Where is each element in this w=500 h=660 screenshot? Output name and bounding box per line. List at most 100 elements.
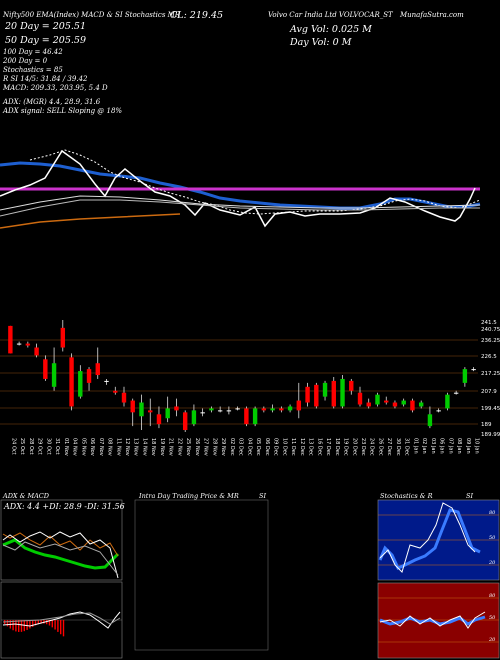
- date-tick-label: 09 Jan: [465, 438, 471, 454]
- macd-bar: [18, 620, 20, 632]
- stoch-level-50: 50: [489, 535, 496, 541]
- candle-body: [287, 406, 293, 411]
- date-tick-label: 26 Dec: [377, 438, 383, 456]
- date-tick-label: 11 Nov: [115, 438, 121, 456]
- price-tick-label: 226.5: [481, 354, 497, 360]
- date-tick-label: 06 Nov: [89, 438, 95, 456]
- white-price-line: [0, 149, 476, 228]
- rsi-level-80: 80: [489, 593, 496, 599]
- candle-body: [104, 380, 109, 382]
- candle-body: [182, 412, 188, 431]
- stoch-white-line: [379, 502, 476, 573]
- price-tick-label: 240.75: [481, 327, 500, 333]
- candle-body: [453, 392, 459, 394]
- date-tick-label: 05 Dec: [255, 438, 261, 456]
- price-tick-label: 199.45: [481, 406, 500, 412]
- stochastics-panel: [377, 499, 500, 659]
- candle-body: [113, 390, 118, 393]
- date-tick-label: 22 Nov: [176, 438, 182, 456]
- candle-body: [139, 402, 144, 417]
- candle-body: [121, 392, 127, 403]
- candle-body: [174, 406, 179, 411]
- candle-body: [340, 378, 345, 407]
- date-tick-label: 08 Jan: [456, 438, 462, 454]
- macd-histogram: [4, 620, 65, 637]
- stochastics-panel-si: SI: [466, 492, 474, 500]
- date-tick-label: 19 Dec: [343, 438, 349, 456]
- macd-gray-line: [2, 612, 121, 625]
- ema-lines: [0, 149, 481, 229]
- date-tick-label: 01 Nov: [63, 438, 69, 456]
- macd-bar: [46, 620, 48, 625]
- price-tick-label: 189: [481, 422, 492, 428]
- ema100-label: 100 Day = 46.42: [3, 48, 63, 56]
- date-tick-label: 05 Nov: [80, 438, 86, 456]
- candle-body: [252, 408, 258, 425]
- candle-body: [331, 380, 336, 407]
- date-tick-label: 19 Nov: [159, 438, 165, 456]
- adx-green-line: [2, 538, 120, 570]
- candle-body: [471, 369, 476, 371]
- date-tick-label: 31 Oct: [54, 438, 60, 455]
- candle-body: [51, 363, 57, 387]
- candle-body: [148, 410, 153, 413]
- rsi-level-50: 50: [489, 615, 496, 621]
- date-tick-label: 30 Oct: [45, 438, 51, 455]
- macd-bar: [51, 620, 53, 628]
- candle-body: [16, 343, 22, 345]
- candle-body: [375, 394, 380, 405]
- candles-group: [8, 320, 476, 432]
- date-tick-label: 30 Dec: [395, 438, 401, 456]
- macd-bar: [12, 620, 14, 631]
- date-tick-label: 29 Oct: [37, 438, 43, 455]
- date-tick-label: 24 Dec: [369, 438, 375, 456]
- candle-body: [366, 402, 371, 407]
- macd-bar: [15, 620, 17, 632]
- site-name-label: MunafaSutra.com: [400, 11, 464, 19]
- date-tick-label: 08 Nov: [107, 438, 113, 456]
- ema-orange-line: [0, 213, 181, 229]
- candle-body: [427, 414, 433, 427]
- macd-bar: [40, 620, 42, 624]
- candle-body: [209, 408, 214, 411]
- candle-body: [244, 408, 249, 425]
- adx-macd-panel: [0, 499, 123, 659]
- stock-name-label: Volvo Car India Ltd VOLVOCAR_ST: [268, 11, 393, 19]
- date-axis: 24 Oct 25 Oct 28 Oct 29 Oct 30 Oct 31 Oct 01 N…: [10, 438, 479, 456]
- candle-body: [95, 363, 100, 376]
- date-tick-label: 02 Jan: [421, 438, 427, 454]
- stochastics-panel-title: Stochastics & R: [380, 492, 433, 500]
- candle-body: [43, 359, 48, 379]
- candle-body: [25, 343, 31, 346]
- price-tick-label: 207.9: [481, 389, 497, 395]
- date-tick-label: 24 Oct: [10, 438, 16, 455]
- macd-bar: [60, 620, 62, 635]
- date-tick-label: 09 Dec: [273, 438, 279, 456]
- macd-bar: [20, 620, 23, 632]
- date-tick-label: 04 Dec: [246, 438, 252, 456]
- candle-body: [60, 327, 66, 348]
- intraday-panel-title: Intra Day Trading Price & MR: [139, 492, 239, 500]
- candle-body: [8, 325, 13, 354]
- intraday-panel-si: SI: [259, 492, 267, 500]
- date-tick-label: 06 Jan: [439, 438, 445, 454]
- date-tick-label: 26 Nov: [194, 438, 200, 456]
- date-tick-label: 31 Dec: [404, 438, 410, 456]
- macd-bar: [57, 620, 59, 632]
- price-tick-label: 189.99: [481, 432, 500, 438]
- adx-panel-value: ADX: 4.4 +DI: 28.9 -DI: 31.56: [4, 502, 125, 511]
- macd-white-line: [2, 611, 121, 629]
- candle-body: [314, 384, 319, 407]
- ema-white-3: [0, 199, 480, 217]
- price-tick-label: 241.5: [481, 320, 497, 326]
- date-tick-label: 01 Jan: [412, 438, 418, 454]
- stoch-blue-line: [378, 508, 481, 570]
- date-tick-label: 10 Dec: [281, 438, 287, 456]
- candle-body: [165, 408, 170, 419]
- date-tick-label: 13 Nov: [133, 438, 139, 456]
- date-tick-label: 17 Dec: [325, 438, 331, 456]
- candle-body: [78, 371, 83, 397]
- date-tick-label: 07 Nov: [98, 438, 104, 456]
- adx-orange-line: [2, 532, 119, 557]
